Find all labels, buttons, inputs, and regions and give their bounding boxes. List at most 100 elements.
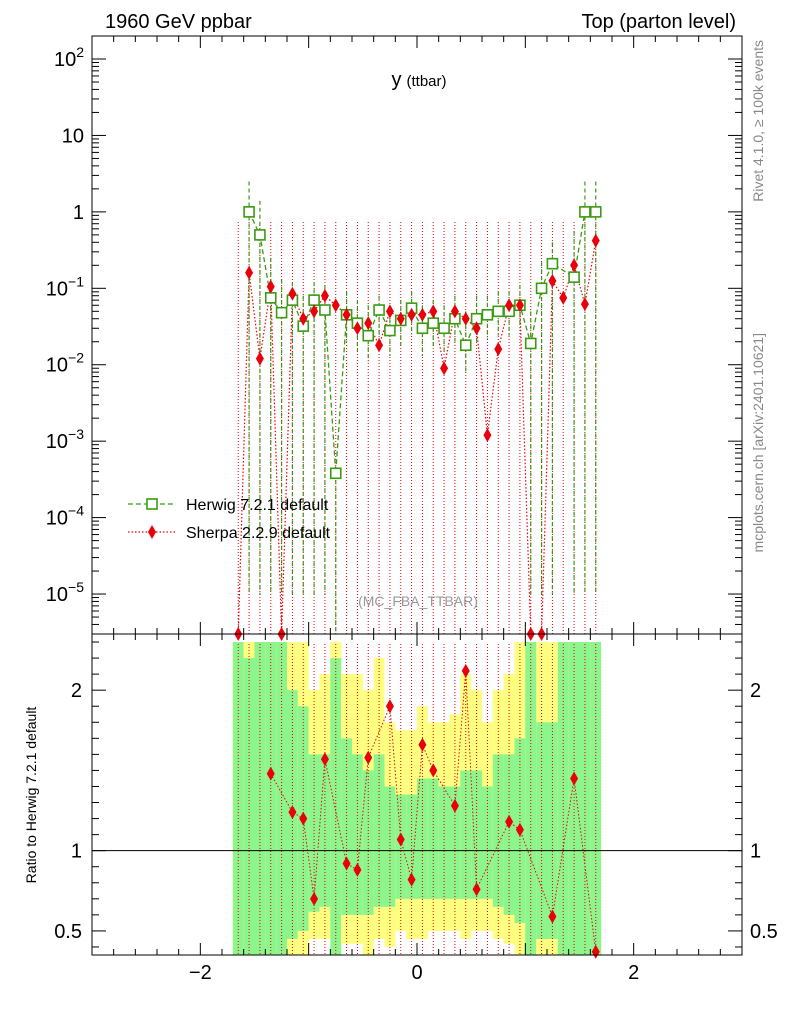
ratio-y-tick-label: 0.5 — [54, 921, 82, 943]
ratio-band-green — [590, 642, 602, 955]
sherpa-point — [364, 316, 373, 331]
sherpa-point — [570, 258, 579, 273]
herwig-point — [319, 304, 331, 316]
y-tick-label-exponent: −5 — [68, 579, 84, 595]
sherpa-ratio-point — [548, 909, 557, 924]
ratio-y-tick-label-right: 1 — [750, 841, 761, 863]
y-tick-label-exponent: −3 — [68, 426, 84, 442]
y-tick-label-base: 10 — [54, 49, 76, 71]
header-left-label: 1960 GeV ppbar — [105, 11, 252, 33]
ratio-band-green — [406, 794, 417, 899]
ratio-ylabel: Ratio to Herwig 7.2.1 default — [23, 707, 39, 884]
sherpa-point — [559, 290, 568, 305]
y-tick-label: 10−2 — [46, 350, 84, 377]
x-tick-label: 0 — [411, 962, 422, 984]
herwig-point — [568, 271, 580, 283]
sherpa-ratio-point — [288, 805, 297, 820]
ratio-band-green — [276, 642, 287, 955]
y-tick-label-base: 10 — [46, 278, 68, 300]
sherpa-point — [331, 298, 340, 313]
herwig-point — [384, 324, 396, 337]
y-tick-label: 10 — [62, 125, 84, 147]
herwig-line — [248, 211, 596, 474]
ratio-band-green — [232, 642, 244, 955]
sherpa-point — [310, 304, 319, 319]
ratio-band-green — [417, 778, 428, 899]
sherpa-point — [299, 311, 308, 326]
legend-entry: Sherpa 2.2.9 default — [128, 525, 331, 542]
sherpa-ratio-point — [310, 891, 319, 906]
ratio-band-green — [395, 794, 407, 899]
sherpa-point — [450, 304, 459, 319]
sherpa-ratio-point — [450, 798, 459, 813]
sherpa-point — [472, 321, 481, 336]
herwig-point — [438, 322, 450, 335]
plot-title-sub: (ttbar) — [406, 73, 446, 90]
sherpa-ratio-point — [418, 737, 427, 752]
herwig-point — [329, 467, 342, 480]
y-tick-label-base: 1 — [73, 202, 84, 224]
x-tick-label: 2 — [628, 962, 639, 984]
sherpa-point — [288, 286, 297, 301]
ratio-y-tick-label: 1 — [71, 841, 82, 863]
herwig-point — [459, 339, 472, 352]
ratio-band-green — [384, 786, 396, 907]
sherpa-point — [483, 428, 492, 443]
ratio-band-green — [265, 642, 277, 955]
y-tick-label: 102 — [54, 44, 84, 71]
herwig-point — [524, 337, 537, 350]
plot-title-main: y — [391, 69, 401, 91]
main-frame — [91, 35, 743, 635]
herwig-point — [264, 292, 277, 304]
sherpa-point — [580, 297, 589, 312]
herwig-point — [308, 294, 320, 306]
ratio-band-green — [568, 642, 580, 955]
sherpa-point — [418, 307, 427, 322]
ratio-band-green — [427, 778, 439, 899]
herwig-point — [373, 304, 385, 316]
y-tick-label-base: 10 — [46, 508, 68, 530]
sherpa-ratio-point — [407, 872, 416, 887]
sherpa-point — [396, 311, 405, 326]
sherpa-ratio-point — [385, 699, 394, 714]
herwig-point — [481, 309, 494, 321]
ratio-uncertainty-bands — [232, 642, 602, 955]
sherpa-point — [407, 307, 416, 322]
analysis-label: (MC_FBA_TTBAR) — [358, 593, 478, 609]
sherpa-ratio-point — [320, 752, 329, 767]
sherpa-point — [320, 288, 329, 303]
ratio-panel — [92, 644, 742, 959]
herwig-point — [254, 229, 266, 241]
sherpa-point — [505, 298, 514, 313]
plot-title: y (ttbar) — [391, 69, 446, 91]
y-tick-label-exponent: −4 — [68, 503, 84, 519]
y-tick-label-exponent: 2 — [76, 44, 84, 60]
ratio-band-green — [525, 642, 537, 955]
sherpa-ratio-point — [505, 814, 514, 829]
sherpa-point — [266, 279, 275, 294]
ratio-y-tick-label: 2 — [71, 680, 82, 702]
ratio-band-green — [352, 754, 363, 915]
sherpa-ratio-point — [266, 766, 275, 781]
legend-marker — [146, 498, 158, 510]
sherpa-point — [342, 307, 351, 322]
sherpa-point — [353, 321, 362, 336]
legend-marker — [148, 525, 156, 539]
ratio-band-green — [471, 770, 482, 899]
sherpa-point — [255, 351, 264, 366]
legend-label: Sherpa 2.2.9 default — [186, 525, 331, 542]
sherpa-line — [237, 240, 597, 635]
herwig-point — [362, 329, 375, 342]
ratio-band-green — [579, 642, 591, 955]
sherpa-point — [494, 342, 503, 357]
sherpa-point — [245, 265, 254, 280]
legend: Herwig 7.2.1 default Sherpa 2.2.9 default — [128, 497, 331, 542]
sherpa-ratio-point — [515, 822, 524, 837]
y-tick-label-exponent: −1 — [68, 273, 84, 289]
ratio-band-green — [503, 754, 515, 915]
herwig-point — [589, 206, 602, 218]
herwig-point — [579, 206, 591, 218]
herwig-point — [243, 206, 255, 218]
source-label: mcplots.cern.ch [arXiv:2401.10621] — [750, 333, 766, 552]
